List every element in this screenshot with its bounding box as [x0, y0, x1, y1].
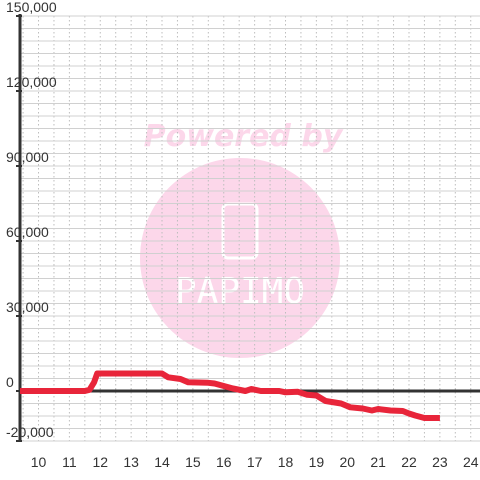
x-tick-label: 18: [278, 454, 294, 470]
x-tick-label: 19: [309, 454, 325, 470]
x-tick-label: 17: [247, 454, 263, 470]
grid: [20, 15, 480, 442]
x-tick-label: 22: [401, 454, 417, 470]
x-tick-label: 24: [463, 454, 479, 470]
x-tick-label: 15: [185, 454, 201, 470]
y-tick-label: 150,000: [6, 0, 57, 15]
series-line: [20, 370, 440, 421]
watermark: Powered by PAPIMO: [140, 119, 344, 358]
y-tick-label: 90,000: [6, 149, 49, 165]
x-tick-label: 21: [370, 454, 386, 470]
x-tick-label: 16: [216, 454, 232, 470]
y-tick-label: -20,000: [6, 424, 54, 440]
x-tick-label: 14: [154, 454, 170, 470]
x-tick-label: 12: [92, 454, 108, 470]
y-tick-label: 60,000: [6, 224, 49, 240]
x-tick-label: 10: [31, 454, 47, 470]
y-tick-label: 30,000: [6, 299, 49, 315]
x-tick-label: 13: [123, 454, 139, 470]
x-tick-label: 11: [62, 454, 77, 470]
series-layer: [20, 370, 440, 421]
x-tick-label: 23: [432, 454, 448, 470]
y-tick-label: 0: [6, 374, 14, 390]
tick-labels: 150,000 120,000 90,000 60,000 30,000 0 -20,000…: [6, 0, 479, 470]
y-tick-label: 120,000: [6, 74, 57, 90]
x-tick-label: 20: [339, 454, 355, 470]
watermark-text: Powered by: [144, 119, 344, 154]
